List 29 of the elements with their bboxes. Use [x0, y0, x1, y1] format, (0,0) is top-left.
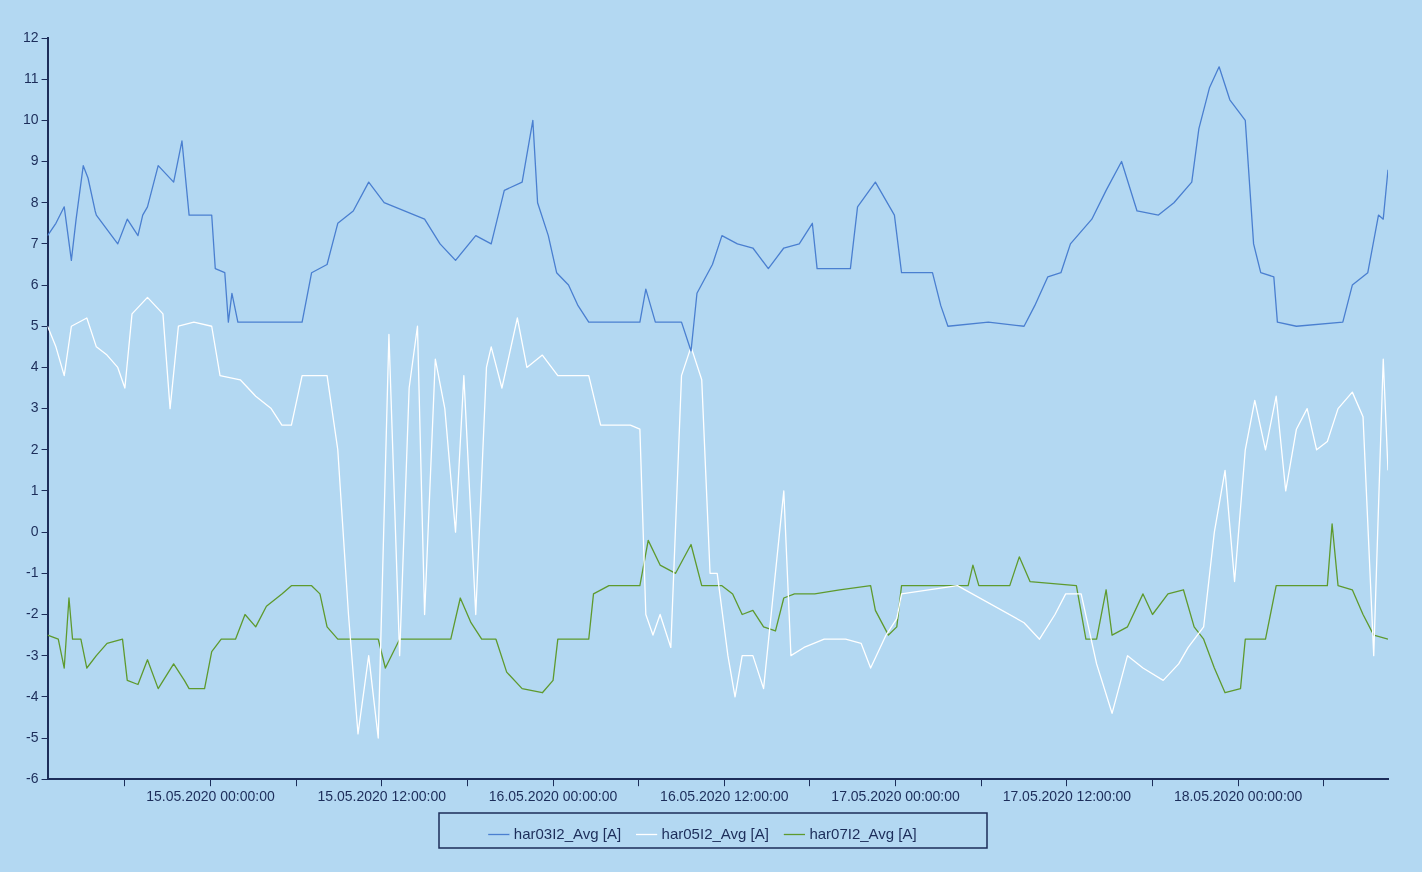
legend-label: har07I2_Avg [A] [809, 824, 917, 842]
y-tick-label: 10 [22, 111, 39, 128]
y-tick-label: 5 [30, 317, 39, 334]
x-tick-label: 18.05.2020 00:00:00 [1173, 788, 1303, 805]
x-tick-label: 17.05.2020 12:00:00 [1002, 788, 1132, 805]
legend-label: har05I2_Avg [A] [661, 824, 769, 842]
x-tick-label: 15.05.2020 12:00:00 [317, 788, 447, 805]
y-tick-label: 3 [30, 399, 39, 416]
x-tick-label: 16.05.2020 00:00:00 [488, 788, 618, 805]
y-tick-label: 0 [30, 522, 39, 539]
x-tick-label: 17.05.2020 00:00:00 [831, 788, 961, 805]
x-tick-label: 15.05.2020 00:00:00 [146, 788, 275, 805]
y-tick-label: 7 [30, 234, 39, 251]
legend-label: har03I2_Avg [A] [513, 824, 622, 842]
y-tick-label: -1 [26, 564, 39, 581]
y-tick-label: 12 [22, 28, 39, 45]
y-tick-label: -3 [26, 646, 39, 663]
x-tick-label: 16.05.2020 12:00:00 [660, 788, 789, 805]
y-tick-label: 11 [24, 70, 39, 87]
y-tick-label: 8 [30, 193, 39, 210]
y-tick-label: -4 [26, 687, 39, 704]
y-tick-label: 1 [30, 481, 39, 498]
y-tick-label: -2 [26, 605, 39, 622]
y-tick-label: -5 [26, 728, 39, 745]
y-tick-label: 4 [30, 358, 39, 375]
y-tick-label: 9 [30, 152, 39, 169]
y-tick-label: 2 [30, 440, 39, 457]
y-tick-label: 6 [30, 275, 39, 292]
y-tick-label: -6 [26, 770, 39, 787]
